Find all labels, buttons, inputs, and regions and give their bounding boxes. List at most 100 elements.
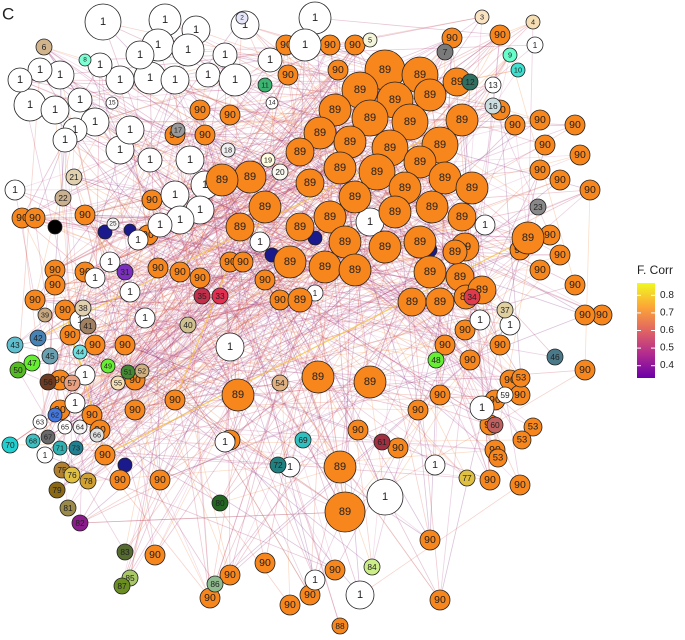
edge xyxy=(214,382,281,585)
node xyxy=(323,151,357,185)
node-label: 90 xyxy=(204,592,216,604)
edge xyxy=(121,74,289,587)
edge xyxy=(91,299,301,416)
node-label: 70 xyxy=(5,440,15,450)
node-label: 90 xyxy=(29,212,41,224)
node xyxy=(511,221,545,255)
node-label: 19 xyxy=(264,156,272,165)
node-label: 89 xyxy=(294,146,306,158)
edge xyxy=(21,217,529,239)
node-label: 55 xyxy=(114,379,122,388)
edge xyxy=(117,196,356,384)
node-label: 66 xyxy=(93,431,101,440)
node-label: 89 xyxy=(414,236,426,248)
node-label: 90 xyxy=(224,109,236,121)
node-label: 89 xyxy=(399,182,411,194)
node xyxy=(523,417,543,437)
node xyxy=(36,446,54,464)
node-label: 90 xyxy=(64,329,76,341)
node xyxy=(41,347,59,365)
node xyxy=(363,558,381,576)
node-label: 22 xyxy=(58,193,68,203)
edge xyxy=(32,271,86,442)
node-label: 53 xyxy=(516,373,527,384)
node-label: 20 xyxy=(275,167,285,177)
node-label: 90 xyxy=(459,324,471,336)
node-label: 1 xyxy=(147,72,153,84)
node-label: 62 xyxy=(51,411,59,420)
node xyxy=(429,589,451,611)
edge xyxy=(96,216,463,436)
edge xyxy=(514,124,529,239)
node-label: 89 xyxy=(424,89,436,101)
edge xyxy=(249,176,511,381)
node-label: 23 xyxy=(533,202,543,212)
node xyxy=(94,444,116,466)
node xyxy=(345,580,375,610)
node xyxy=(271,163,289,181)
node xyxy=(59,499,77,517)
node-label: 56 xyxy=(43,377,53,387)
node xyxy=(257,77,273,93)
node xyxy=(65,168,83,186)
edge xyxy=(299,44,306,153)
node-label: 1 xyxy=(72,124,78,136)
node-label: 44 xyxy=(76,348,84,357)
node xyxy=(301,360,335,394)
node-label: 2 xyxy=(240,15,244,22)
node-label: 1 xyxy=(382,491,388,503)
node-label: 90 xyxy=(569,279,581,291)
edge xyxy=(229,299,301,576)
node xyxy=(211,287,229,305)
node xyxy=(134,307,156,329)
edge xyxy=(434,237,529,466)
node-label: 72 xyxy=(273,460,283,470)
node xyxy=(52,440,68,456)
node-label: 49 xyxy=(104,362,112,371)
node-label: 1 xyxy=(432,459,438,471)
node-label: 84 xyxy=(367,562,377,572)
edge xyxy=(73,176,231,576)
node-label: 90 xyxy=(154,474,166,486)
node xyxy=(74,299,92,317)
edge xyxy=(34,299,506,311)
node xyxy=(425,287,455,317)
node-label: 17 xyxy=(174,126,182,135)
node-label: 6 xyxy=(42,42,47,52)
node-label: 43 xyxy=(10,340,20,350)
node xyxy=(509,474,531,496)
edge xyxy=(147,234,311,596)
edge xyxy=(244,24,301,153)
edge xyxy=(71,276,461,384)
node-label: 90 xyxy=(199,129,211,141)
node-label: 11 xyxy=(261,81,269,90)
node-label: 63 xyxy=(36,418,44,427)
edge xyxy=(64,139,149,236)
node-label: 90 xyxy=(129,404,141,416)
node-label: 1 xyxy=(147,154,153,166)
node xyxy=(271,374,289,392)
edge xyxy=(99,271,431,431)
node-label: 1 xyxy=(193,24,199,36)
node xyxy=(288,28,322,62)
edge xyxy=(157,267,239,396)
node xyxy=(225,212,255,242)
edge xyxy=(43,46,176,136)
node-label: 89 xyxy=(424,266,436,278)
edge xyxy=(229,224,486,441)
node xyxy=(206,575,224,593)
edge xyxy=(411,301,441,601)
edge xyxy=(79,299,281,428)
edge xyxy=(73,176,149,236)
node-label: 90 xyxy=(79,209,91,221)
edge xyxy=(289,241,346,468)
node xyxy=(235,11,249,25)
node-label: 90 xyxy=(119,339,131,351)
node xyxy=(114,334,136,356)
node xyxy=(294,431,312,449)
edge xyxy=(481,169,541,291)
edge xyxy=(64,276,461,311)
edge xyxy=(317,289,483,378)
node-label: 90 xyxy=(224,569,236,581)
node-label: 89 xyxy=(414,69,426,81)
